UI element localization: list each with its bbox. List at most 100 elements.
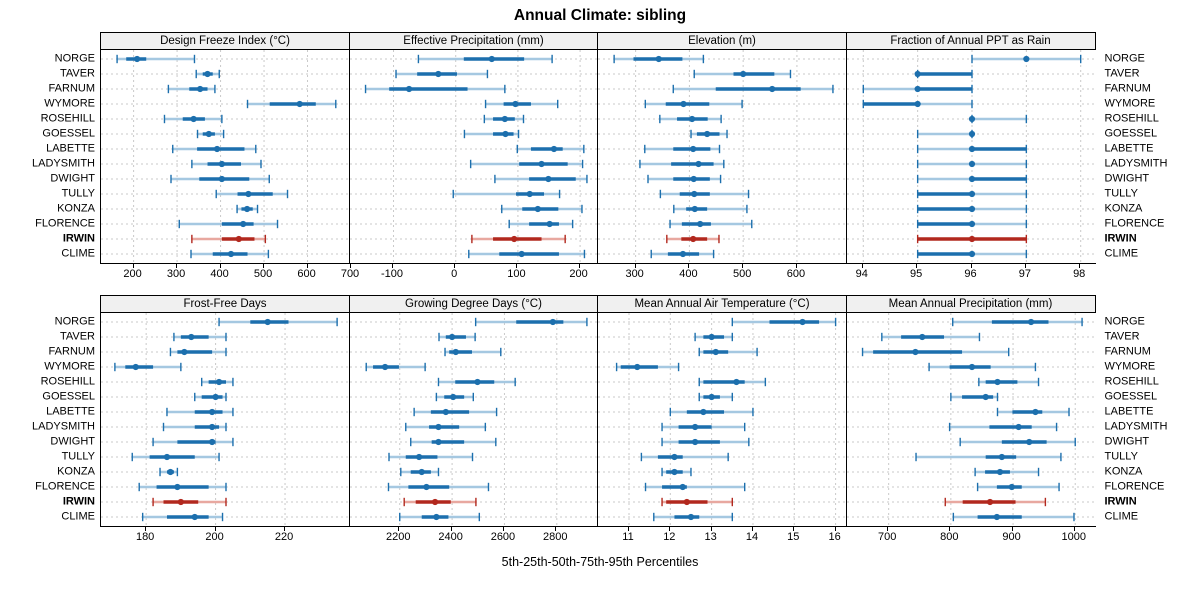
median-dot — [697, 220, 704, 228]
x-tick-mark — [793, 527, 795, 531]
median-dot — [197, 85, 204, 93]
x-tick-label: 200 — [205, 531, 224, 543]
median-dot — [1031, 408, 1039, 416]
panel-plot-0 — [101, 50, 351, 263]
x-tick-mark — [916, 264, 918, 268]
x-tick-mark — [450, 527, 452, 531]
x-tick-mark — [516, 264, 518, 268]
median-dot — [968, 205, 975, 213]
errorbar-konza — [916, 204, 1027, 214]
station-label-labette: LABETTE — [1104, 142, 1154, 154]
median-dot — [209, 438, 216, 446]
x-tick-mark — [1011, 527, 1013, 531]
x-tick-mark — [132, 264, 134, 268]
x-tick-label: 15 — [787, 531, 800, 543]
x-axis-6: 11 12 13 14 15 16 — [597, 527, 847, 545]
median-dot — [708, 393, 715, 401]
median-dot — [655, 55, 662, 63]
median-dot — [191, 513, 198, 521]
panel-box-5: Growing Degree Days (°C) — [348, 295, 600, 527]
median-dot — [174, 483, 181, 491]
errorbar-goessel — [698, 392, 733, 402]
median-dot — [691, 190, 698, 198]
x-tick-mark — [742, 264, 744, 268]
errorbar-norge — [116, 54, 196, 64]
panel-box-0: Design Freeze Index (°C) — [100, 32, 351, 264]
x-tick-label: 900 — [1002, 531, 1021, 543]
median-dot — [1025, 438, 1032, 446]
errorbar-farnum — [169, 347, 227, 357]
x-tick-mark — [710, 527, 712, 531]
median-dot — [690, 175, 697, 183]
x-tick-mark — [214, 527, 216, 531]
x-tick-mark — [398, 527, 400, 531]
median-dot — [204, 70, 211, 78]
median-dot — [550, 145, 557, 153]
errorbar-taver — [880, 332, 980, 342]
station-label-ladysmith: LADYSMITH — [32, 420, 95, 432]
errorbar-goessel — [690, 129, 728, 139]
errorbar-konza — [973, 467, 1039, 477]
median-dot — [1027, 318, 1034, 326]
x-tick-label: 95 — [910, 268, 923, 280]
median-dot — [799, 318, 806, 326]
x-tick-label: 1000 — [1061, 531, 1086, 543]
median-dot — [511, 100, 519, 108]
median-dot — [968, 235, 975, 243]
x-tick-label: -100 — [381, 268, 404, 280]
errorbar-rosehill — [968, 114, 1027, 124]
x-tick-label: 13 — [704, 531, 717, 543]
x-tick-label: 500 — [732, 268, 752, 280]
x-tick-label: 600 — [786, 268, 806, 280]
errorbar-konza — [661, 467, 692, 477]
x-tick-mark — [688, 264, 690, 268]
median-dot — [501, 115, 508, 123]
errorbar-florence — [669, 219, 753, 229]
errorbar-konza — [673, 204, 748, 214]
x-tick-mark — [306, 264, 308, 268]
panel-box-2: Elevation (m) — [597, 32, 848, 264]
x-tick-label: 400 — [679, 268, 698, 280]
errorbar-florence — [387, 482, 489, 492]
errorbar-wymore — [114, 362, 182, 372]
median-dot — [687, 513, 695, 521]
median-dot — [418, 468, 425, 476]
median-dot — [205, 130, 212, 138]
errorbar-konza — [236, 204, 259, 214]
median-dot — [968, 160, 975, 168]
errorbar-taver — [693, 69, 792, 79]
errorbar-dwight — [409, 437, 497, 447]
errorbar-ladysmith — [948, 422, 1057, 432]
x-tick-label: 94 — [855, 268, 868, 280]
errorbar-clime — [650, 249, 715, 259]
errorbar-norge — [474, 317, 588, 327]
median-dot — [968, 115, 975, 123]
x-tick-mark — [176, 264, 178, 268]
errorbar-irwin — [191, 234, 267, 244]
panel-3: Fraction of Annual PPT as Rain 94 95 96 97 98 — [845, 32, 1097, 282]
median-dot — [968, 220, 975, 228]
errorbar-farnum — [698, 347, 758, 357]
errorbar-rosehill — [698, 377, 767, 387]
errorbar-goessel — [916, 129, 975, 139]
median-dot — [296, 100, 303, 108]
station-label-wymore: WYMORE — [1104, 360, 1156, 372]
panel-2: Elevation (m) 300 400 500 600 — [597, 32, 848, 282]
median-dot — [434, 438, 442, 446]
errorbar-labette — [172, 144, 257, 154]
panel-plot-2 — [598, 50, 848, 263]
x-tick-label: 300 — [166, 268, 186, 280]
errorbar-clime — [141, 512, 224, 522]
x-tick-mark — [284, 527, 286, 531]
errorbar-labette — [669, 407, 754, 417]
median-dot — [634, 363, 641, 371]
x-tick-label: 12 — [663, 531, 676, 543]
median-dot — [537, 160, 545, 168]
errorbar-labette — [996, 407, 1070, 417]
errorbar-clime — [952, 512, 1075, 522]
errorbar-wymore — [862, 99, 973, 109]
median-dot — [434, 70, 441, 78]
errorbar-goessel — [435, 392, 474, 402]
station-label-goessel: GOESSEL — [42, 390, 95, 402]
station-label-norge: NORGE — [54, 52, 95, 64]
